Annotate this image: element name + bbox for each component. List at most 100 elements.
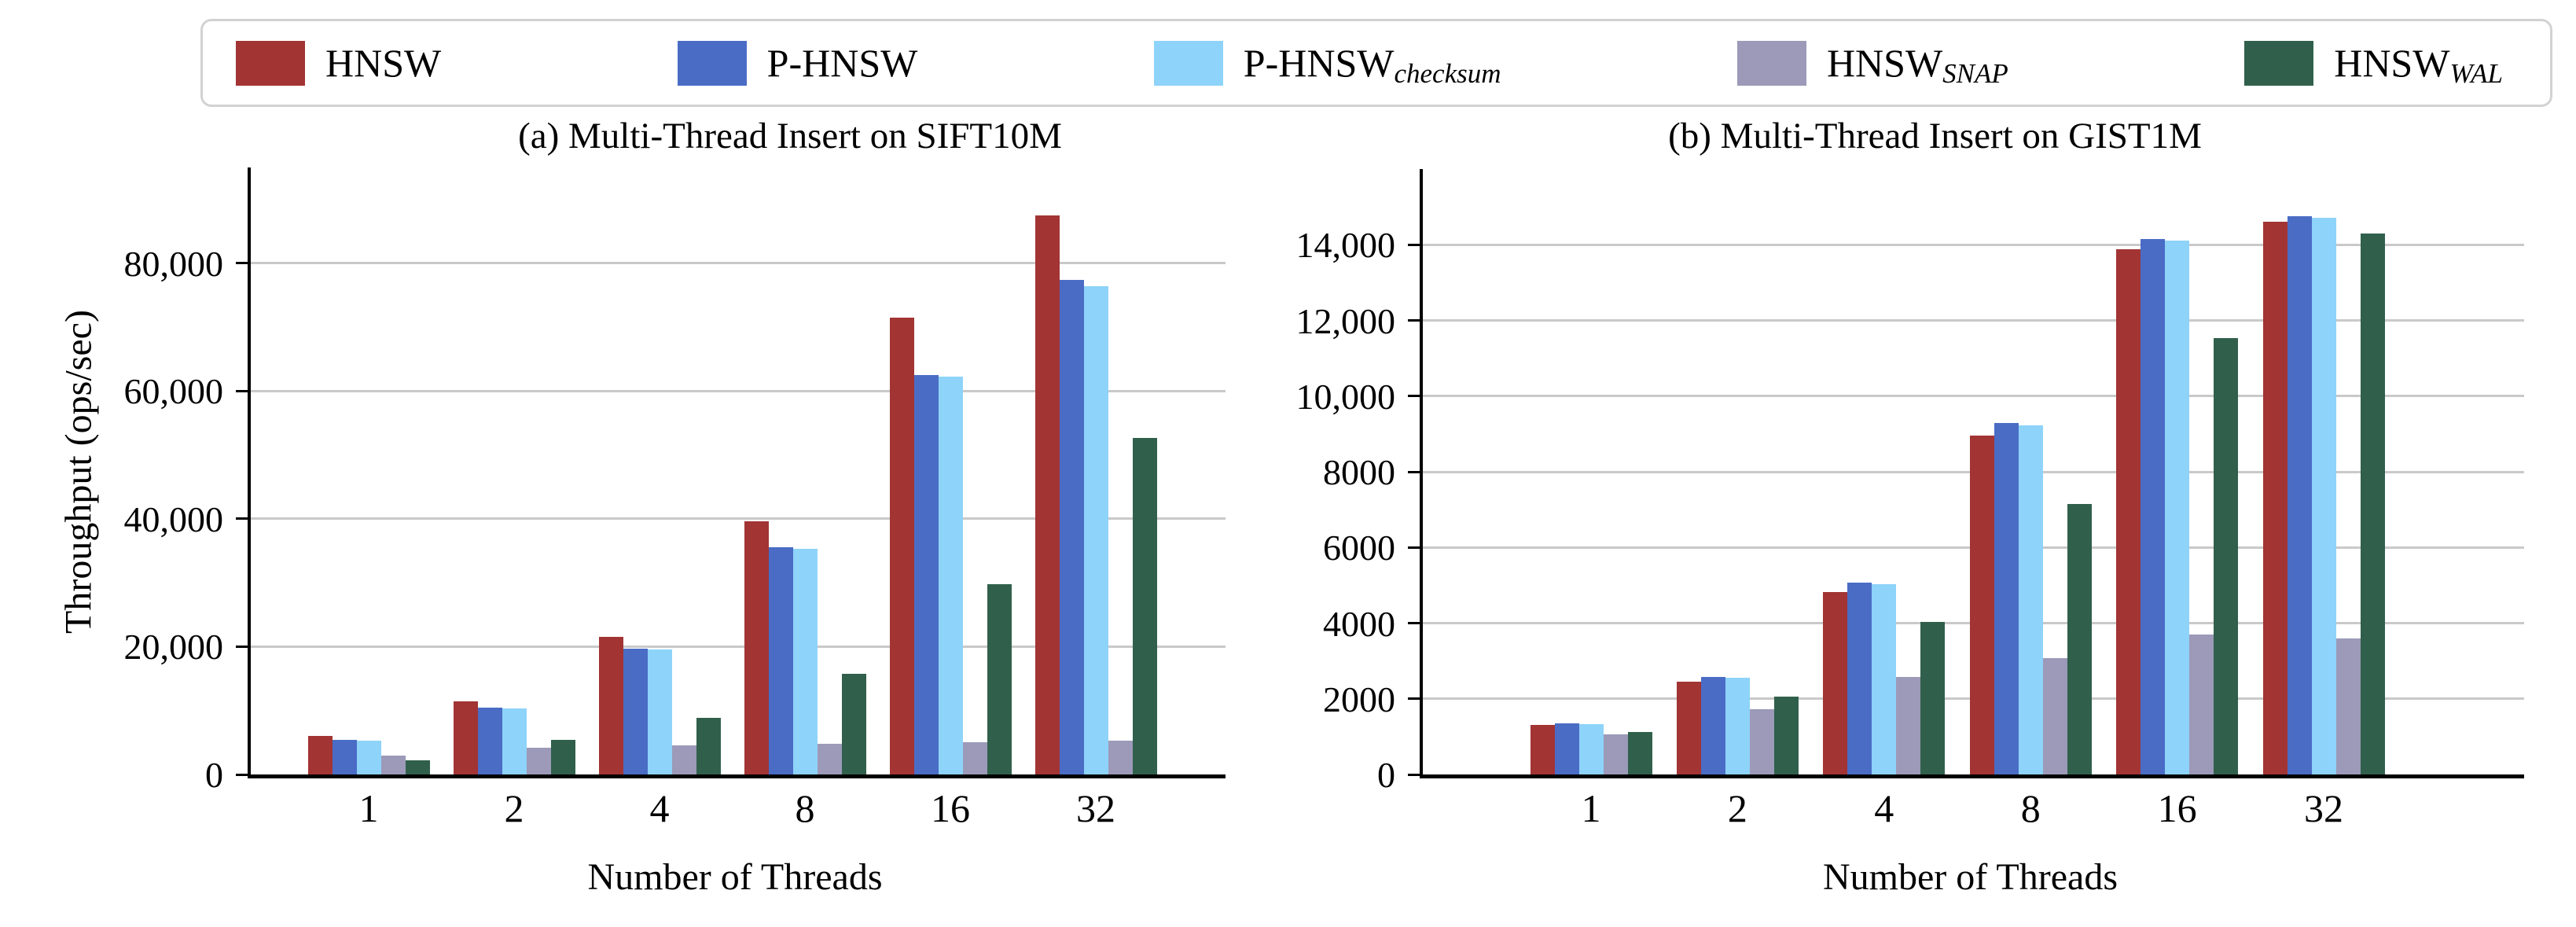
bar-hnsw-threads-16 [889, 317, 914, 774]
legend-sublabel-p-hnsw-checksum: checksum [1394, 57, 1501, 89]
y-tick-label: 10,000 [1295, 376, 1396, 417]
x-tick-label-1: 1 [358, 786, 379, 830]
bar-p-hnsw-threads-16 [2141, 239, 2166, 774]
bar-hnsw-snap-threads-8 [2042, 658, 2067, 774]
bar-p-hnsw-checksum-threads-4 [1872, 584, 1897, 774]
bar-hnsw-wal-threads-2 [550, 740, 575, 774]
hnsw-swatch [236, 40, 305, 86]
bar-hnsw-wal-threads-8 [841, 673, 866, 774]
legend-item-hnsw: HNSW [236, 40, 441, 86]
y-tick-label: 40,000 [123, 498, 224, 539]
x-axis-label-a: Number of Threads [587, 856, 883, 898]
bar-hnsw-threads-1 [1530, 725, 1555, 774]
bar-hnsw-wal-threads-32 [2360, 234, 2385, 774]
bar-p-hnsw-checksum-threads-32 [1083, 286, 1108, 774]
y-tick-mark [1408, 622, 1420, 624]
bar-p-hnsw-threads-2 [477, 708, 502, 774]
legend-sublabel-hnsw-wal: WAL [2449, 57, 2503, 89]
x-tick-label-8: 8 [2020, 786, 2041, 830]
y-tick-label: 14,000 [1295, 225, 1396, 266]
legend-item-hnsw-wal: HNSWWAL [2244, 40, 2503, 89]
y-tick-label: 0 [205, 755, 223, 795]
bar-hnsw-snap-threads-16 [962, 742, 987, 774]
x-tick-label-2: 2 [504, 786, 524, 830]
bar-hnsw-snap-threads-4 [671, 745, 696, 774]
y-tick-mark [1408, 395, 1420, 398]
bar-hnsw-snap-threads-2 [1749, 709, 1774, 774]
bar-p-hnsw-threads-16 [913, 375, 939, 774]
bar-p-hnsw-checksum-threads-16 [938, 376, 963, 774]
bar-p-hnsw-threads-4 [623, 648, 648, 774]
legend-item-p-hnsw-checksum: P-HNSWchecksum [1153, 40, 1501, 89]
bar-hnsw-wal-threads-16 [987, 583, 1012, 774]
bar-p-hnsw-threads-8 [768, 546, 793, 774]
y-tick-mark [236, 645, 248, 648]
x-tick-label-8: 8 [795, 786, 815, 830]
bar-p-hnsw-checksum-threads-16 [2165, 241, 2190, 774]
bar-hnsw-snap-threads-16 [2189, 634, 2214, 774]
legend-item-hnsw-snap: HNSWSNAP [1736, 40, 2008, 89]
bar-p-hnsw-threads-1 [332, 740, 357, 774]
bar-p-hnsw-checksum-threads-2 [1725, 677, 1750, 774]
bar-p-hnsw-checksum-threads-4 [647, 649, 672, 774]
bar-hnsw-snap-threads-1 [1603, 734, 1628, 774]
bar-p-hnsw-threads-32 [2287, 216, 2312, 774]
legend-label-p-hnsw-checksum: P-HNSWchecksum [1243, 41, 1501, 89]
bar-p-hnsw-threads-1 [1554, 723, 1579, 774]
bar-hnsw-wal-threads-16 [2214, 338, 2239, 774]
bar-hnsw-wal-threads-2 [1773, 697, 1799, 774]
bar-hnsw-threads-2 [453, 701, 478, 774]
bar-hnsw-threads-4 [598, 637, 623, 774]
plot-area-sift10m: 0 20,000 40,000 60,000 80,000 1 2 4 8 16 32 [124, 167, 1226, 828]
x-tick-label-16: 16 [2157, 786, 2197, 830]
hnsw-wal-swatch [2244, 40, 2314, 86]
bar-p-hnsw-threads-8 [1994, 423, 2019, 774]
bar-p-hnsw-threads-4 [1847, 582, 1872, 774]
gridline-80000 [251, 262, 1226, 265]
y-tick-label: 80,000 [123, 243, 224, 284]
y-tick-mark [1408, 697, 1420, 701]
x-axis-label-b: Number of Threads [1823, 856, 2118, 898]
y-tick-mark [1408, 773, 1420, 776]
bar-hnsw-snap-threads-2 [526, 747, 551, 774]
x-tick-label-4: 4 [649, 786, 670, 830]
bar-p-hnsw-checksum-threads-2 [502, 708, 527, 774]
y-tick-label: 4000 [1323, 603, 1395, 644]
bar-p-hnsw-checksum-threads-8 [792, 549, 818, 774]
legend-label-p-hnsw: P-HNSW [766, 41, 918, 85]
y-tick-label: 60,000 [123, 371, 224, 412]
bar-hnsw-wal-threads-1 [405, 760, 430, 774]
y-tick-mark [1408, 470, 1420, 473]
legend-box: HNSW P-HNSW P-HNSWchecksum HNSWSNAP HNSWWAL [200, 19, 2552, 107]
gridline-14000 [1423, 243, 2524, 246]
bar-hnsw-snap-threads-32 [1108, 740, 1133, 774]
gridline-10000 [1423, 395, 2524, 398]
y-tick-label: 8000 [1323, 452, 1395, 492]
bar-p-hnsw-checksum-threads-1 [1578, 723, 1604, 774]
bar-hnsw-wal-threads-1 [1627, 732, 1652, 774]
p-hnsw-checksum-swatch [1153, 40, 1223, 86]
bar-p-hnsw-checksum-threads-1 [356, 740, 381, 774]
plot-area-gist1m: 0 2000 4000 6000 8000 10,000 12,000 14,000 1 2 4 8 1… [1296, 169, 2524, 828]
legend-label-hnsw-wal: HNSWWAL [2334, 41, 2503, 89]
p-hnsw-swatch [677, 40, 747, 86]
bar-hnsw-snap-threads-4 [1896, 676, 1921, 774]
hnsw-snap-swatch [1736, 40, 1806, 86]
bar-hnsw-snap-threads-32 [2335, 638, 2361, 774]
y-tick-mark [236, 517, 248, 521]
legend-label-hnsw-snap: HNSWSNAP [1826, 41, 2008, 89]
y-tick-label: 0 [1377, 755, 1395, 795]
x-tick-label-1: 1 [1581, 786, 1601, 830]
panel-a-title: (a) Multi-Thread Insert on SIFT10M [518, 116, 1062, 156]
bar-p-hnsw-checksum-threads-8 [2018, 425, 2043, 774]
bar-hnsw-threads-2 [1676, 681, 1701, 774]
y-tick-label: 20,000 [123, 627, 224, 668]
x-tick-label-32: 32 [2304, 786, 2343, 830]
x-tick-label-32: 32 [1076, 786, 1115, 830]
gridline-60000 [251, 389, 1226, 392]
bar-hnsw-snap-threads-8 [817, 743, 842, 774]
y-tick-mark [236, 773, 248, 776]
gridline-20000 [251, 645, 1226, 648]
bar-hnsw-threads-16 [2116, 249, 2141, 774]
